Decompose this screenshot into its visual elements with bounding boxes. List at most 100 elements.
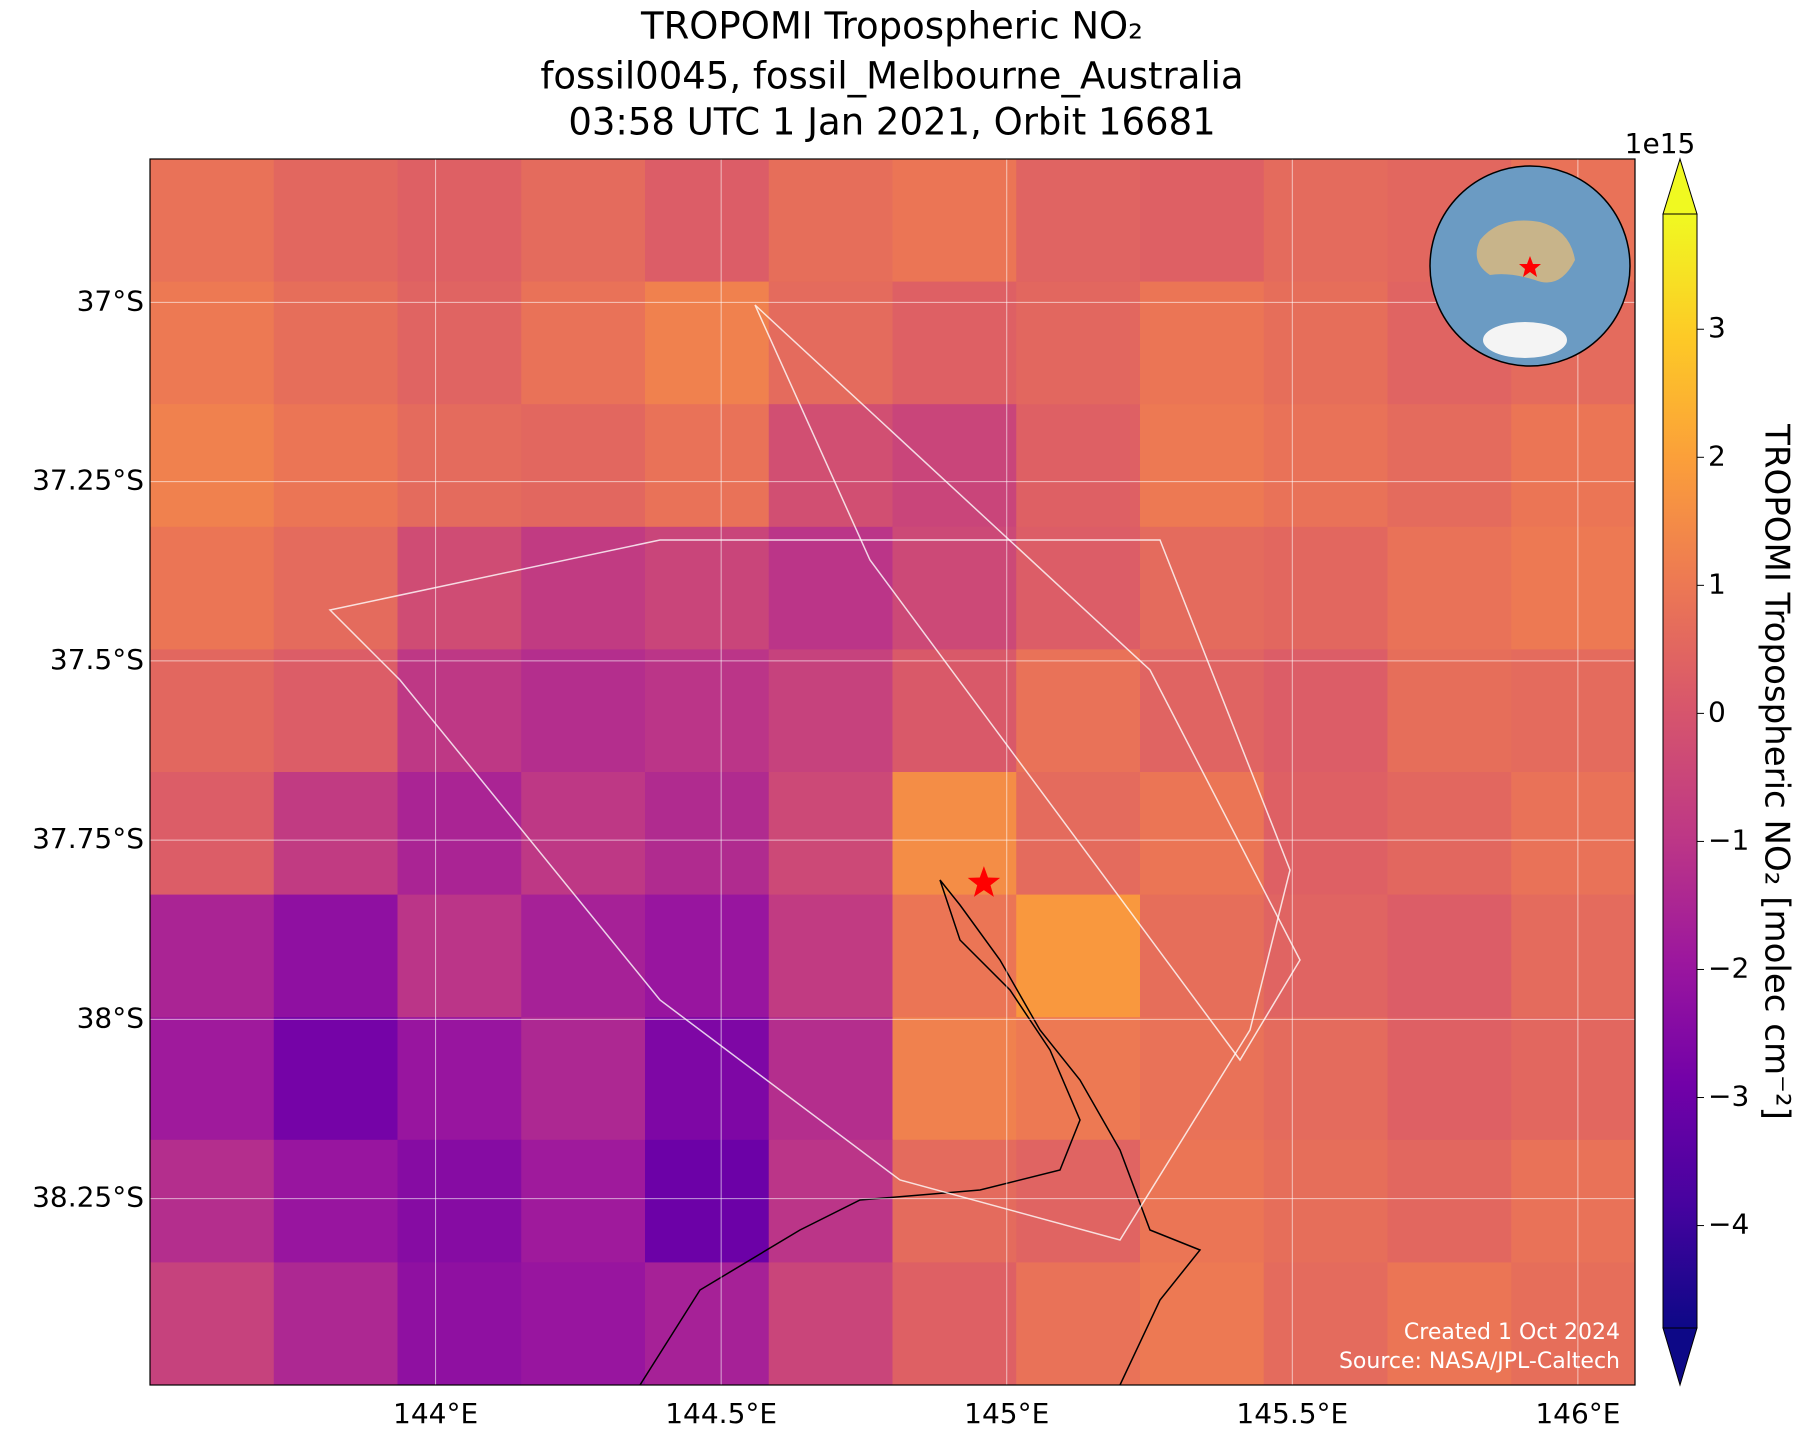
map-frame: [149, 158, 1636, 1386]
colorbar-tick-label: 3: [1708, 311, 1726, 344]
y-tick-label: 38.25°S: [32, 1181, 144, 1214]
title-line: 03:58 UTC 1 Jan 2021, Orbit 16681: [568, 101, 1215, 144]
cell: [768, 1139, 893, 1263]
cell: [521, 281, 646, 405]
cell: [397, 526, 522, 650]
x-tick-label: 144°E: [393, 1397, 478, 1430]
cell: [521, 1139, 646, 1263]
cell: [397, 894, 522, 1018]
cell: [1016, 894, 1141, 1018]
cell: [645, 1139, 770, 1263]
y-tick-label: 37.5°S: [50, 643, 144, 676]
cell: [397, 649, 522, 773]
cell: [645, 1017, 770, 1141]
cell: [892, 159, 1017, 283]
inset-globe: [1429, 165, 1631, 367]
cell: [397, 1139, 522, 1263]
cell: [150, 649, 275, 773]
cell: [1511, 526, 1635, 650]
x-tick-label: 145°E: [964, 1397, 1049, 1430]
cell: [150, 894, 275, 1018]
cell: [892, 1262, 1017, 1385]
cell: [768, 1017, 893, 1141]
continent: [1476, 220, 1575, 283]
cell: [892, 649, 1017, 773]
cell: [1016, 1139, 1141, 1263]
cell: [150, 1017, 275, 1141]
cell: [768, 1262, 893, 1385]
cell: [273, 1139, 398, 1263]
cell: [1140, 649, 1265, 773]
cell: [150, 1262, 275, 1385]
credit-line: Source: NASA/JPL-Caltech: [1339, 1349, 1620, 1374]
axes: 144°E 144.5°E 145°E 145.5°E 146°E 37°S 37.25°S…: [32, 284, 1620, 1430]
cell: [1263, 772, 1388, 896]
colorbar-tick-label: −1: [1708, 823, 1749, 856]
colorbar-tick-label: −3: [1708, 1080, 1749, 1113]
cell: [1387, 1139, 1512, 1263]
cell: [397, 772, 522, 896]
site-marker: [967, 866, 1001, 897]
cell: [150, 1139, 275, 1263]
cell: [1387, 894, 1512, 1018]
cell: [1140, 894, 1265, 1018]
cell: [150, 404, 275, 528]
cell: [273, 649, 398, 773]
cell: [1140, 281, 1265, 405]
title-line: TROPOMI Tropospheric NO₂: [640, 5, 1143, 48]
colorbar-tick-label: 2: [1708, 439, 1726, 472]
cell: [521, 1262, 646, 1385]
cell: [1387, 772, 1512, 896]
cell: [150, 526, 275, 650]
cell: [397, 1262, 522, 1385]
cell: [273, 894, 398, 1018]
cell: [521, 159, 646, 283]
cell: [1387, 404, 1512, 528]
cell: [1387, 649, 1512, 773]
cell: [768, 526, 893, 650]
cell: [892, 1017, 1017, 1141]
cell: [1387, 1262, 1512, 1385]
cell: [521, 649, 646, 773]
cell: [768, 159, 893, 283]
colorbar-extend: [1662, 157, 1698, 215]
cell: [1263, 1139, 1388, 1263]
cell: [892, 772, 1017, 896]
cell: [1016, 281, 1141, 405]
y-tick-label: 37°S: [77, 284, 144, 317]
cell: [1263, 649, 1388, 773]
cell: [645, 526, 770, 650]
cell: [521, 526, 646, 650]
cell: [273, 526, 398, 650]
cell: [273, 1017, 398, 1141]
cell: [397, 404, 522, 528]
cell: [892, 404, 1017, 528]
cell: [1511, 1017, 1635, 1141]
cell: [397, 1017, 522, 1141]
colorbar-tick-label: −4: [1708, 1208, 1749, 1241]
credits: Created 1 Oct 2024 Source: NASA/JPL-Calt…: [1339, 1320, 1620, 1374]
cell: [645, 649, 770, 773]
colorbar-tick-label: −2: [1708, 951, 1749, 984]
cell: [1511, 404, 1635, 528]
cell: [397, 281, 522, 405]
cell: [1263, 1262, 1388, 1385]
x-tick-label: 145.5°E: [1236, 1397, 1348, 1430]
cell: [1511, 1139, 1635, 1263]
cell: [1387, 1017, 1512, 1141]
antarctica: [1483, 322, 1567, 358]
cell: [768, 772, 893, 896]
x-tick-label: 144.5°E: [665, 1397, 777, 1430]
cell: [768, 404, 893, 528]
cell: [150, 159, 275, 283]
cell: [150, 281, 275, 405]
cell: [1016, 772, 1141, 896]
cell: [273, 404, 398, 528]
cell: [645, 1262, 770, 1385]
grid: [150, 159, 1635, 1385]
cell: [645, 772, 770, 896]
title-line: fossil0045, fossil_Melbourne_Australia: [540, 55, 1243, 98]
cell: [273, 281, 398, 405]
cell: [1263, 1017, 1388, 1141]
